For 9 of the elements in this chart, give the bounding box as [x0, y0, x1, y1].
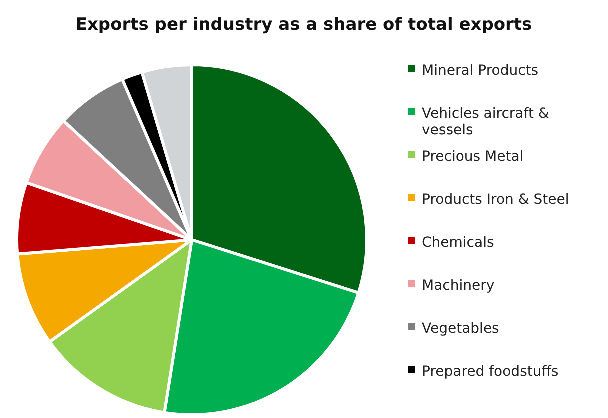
legend-label: Vegetables — [422, 320, 500, 337]
legend-label: Prepared foodstuffs — [422, 364, 559, 380]
legend-label: Precious Metal — [422, 148, 524, 165]
legend-label: Products Iron & Steel — [422, 192, 570, 208]
legend-label: Chemicals — [422, 234, 494, 251]
legend-label: Machinery — [422, 278, 495, 294]
chart-title: Exports per industry as a share of total exports — [76, 15, 532, 35]
legend-label: Vehicles aircraft & vessels — [422, 106, 550, 139]
legend-label: Mineral Products — [422, 62, 539, 79]
